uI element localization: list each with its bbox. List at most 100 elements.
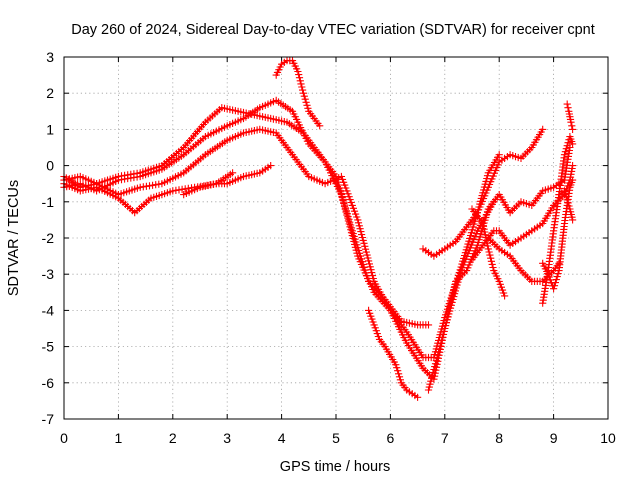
data-point <box>392 361 400 369</box>
data-point <box>501 292 509 300</box>
data-point <box>445 307 453 315</box>
y-tick-label: -2 <box>42 230 55 246</box>
data-point <box>299 89 307 97</box>
data-point <box>297 80 305 88</box>
grid-layer <box>64 57 608 419</box>
y-tick-label: -1 <box>42 194 55 210</box>
data-point <box>553 273 561 281</box>
series-track-16 <box>555 187 577 224</box>
x-tick-label: 5 <box>332 430 340 446</box>
data-point <box>561 190 569 198</box>
data-point <box>488 260 496 268</box>
data-point <box>564 199 572 207</box>
data-point <box>357 228 365 236</box>
chart-title: Day 260 of 2024, Sidereal Day-to-day VTE… <box>71 22 595 38</box>
data-point <box>434 351 442 359</box>
data-point <box>554 270 562 278</box>
y-tick-label: 3 <box>46 49 54 65</box>
data-point <box>539 125 547 133</box>
x-tick-label: 8 <box>495 430 503 446</box>
data-point <box>339 196 347 204</box>
x-tick-label: 2 <box>169 430 177 446</box>
data-point <box>300 92 308 100</box>
data-point <box>561 148 569 156</box>
data-point <box>393 364 401 372</box>
y-tick-label: 0 <box>46 158 54 174</box>
data-point <box>487 257 495 265</box>
data-point <box>360 239 368 247</box>
y-tick-label: 1 <box>46 121 54 137</box>
data-point <box>562 193 570 201</box>
x-tick-label: 3 <box>223 430 231 446</box>
data-point <box>567 118 575 126</box>
data-point <box>342 208 350 216</box>
data-point <box>552 276 560 284</box>
y-tick-label: -3 <box>42 266 55 282</box>
data-point <box>344 217 352 225</box>
data-point <box>303 101 311 109</box>
series-track-9 <box>424 143 574 394</box>
data-point <box>489 263 497 272</box>
data-point <box>485 248 493 256</box>
data-point <box>550 285 558 293</box>
data-point <box>560 187 569 195</box>
data-point <box>368 269 376 277</box>
data-point <box>396 376 404 384</box>
data-point <box>301 95 309 103</box>
data-point <box>569 125 577 133</box>
data-point <box>365 257 373 265</box>
y-axis-label: SDTVAR / TECUs <box>6 180 22 296</box>
data-point <box>117 176 126 184</box>
data-point <box>495 151 503 159</box>
data-point <box>304 104 312 112</box>
data-point <box>486 251 494 259</box>
data-point <box>299 86 307 94</box>
x-tick-label: 9 <box>550 430 558 446</box>
x-tick-label: 0 <box>60 430 68 446</box>
data-point <box>431 360 440 368</box>
data-point <box>395 373 404 381</box>
data-point <box>302 98 310 106</box>
y-tick-label: 2 <box>46 85 54 101</box>
data-point <box>429 368 437 377</box>
x-tick-label: 4 <box>278 430 286 446</box>
data-point <box>394 367 402 375</box>
x-tick-label: 1 <box>115 430 123 446</box>
data-point <box>550 282 559 290</box>
data-point <box>354 219 363 227</box>
data-point <box>229 169 237 177</box>
data-point <box>487 254 495 262</box>
data-point <box>437 339 445 347</box>
series-track-12 <box>468 205 509 300</box>
data-point <box>565 202 573 210</box>
series-track-14 <box>563 100 577 133</box>
x-tick-label: 6 <box>387 430 395 446</box>
data-point <box>439 330 447 338</box>
data-point <box>569 140 577 148</box>
data-point <box>443 316 451 324</box>
series-track-6 <box>272 57 324 130</box>
data-point <box>414 393 422 401</box>
data-point <box>450 286 458 294</box>
data-point <box>424 321 433 329</box>
data-point <box>352 246 360 254</box>
data-point <box>316 122 324 130</box>
data-point <box>347 226 355 234</box>
data-point <box>562 145 570 153</box>
series-track-15 <box>539 133 577 307</box>
x-tick-label: 10 <box>600 430 616 446</box>
y-tick-label: -6 <box>42 375 55 391</box>
data-point <box>560 151 569 159</box>
series-track-5 <box>180 162 275 199</box>
x-axis-label: GPS time / hours <box>280 459 390 475</box>
series-track-7 <box>365 306 422 401</box>
series-track-8 <box>419 125 547 260</box>
y-tick-label: -5 <box>42 339 55 355</box>
data-point <box>295 71 303 79</box>
y-tick-label: -7 <box>42 411 55 427</box>
plot-frame <box>63 56 609 420</box>
x-tick-label: 7 <box>441 430 449 446</box>
data-point <box>296 77 304 85</box>
